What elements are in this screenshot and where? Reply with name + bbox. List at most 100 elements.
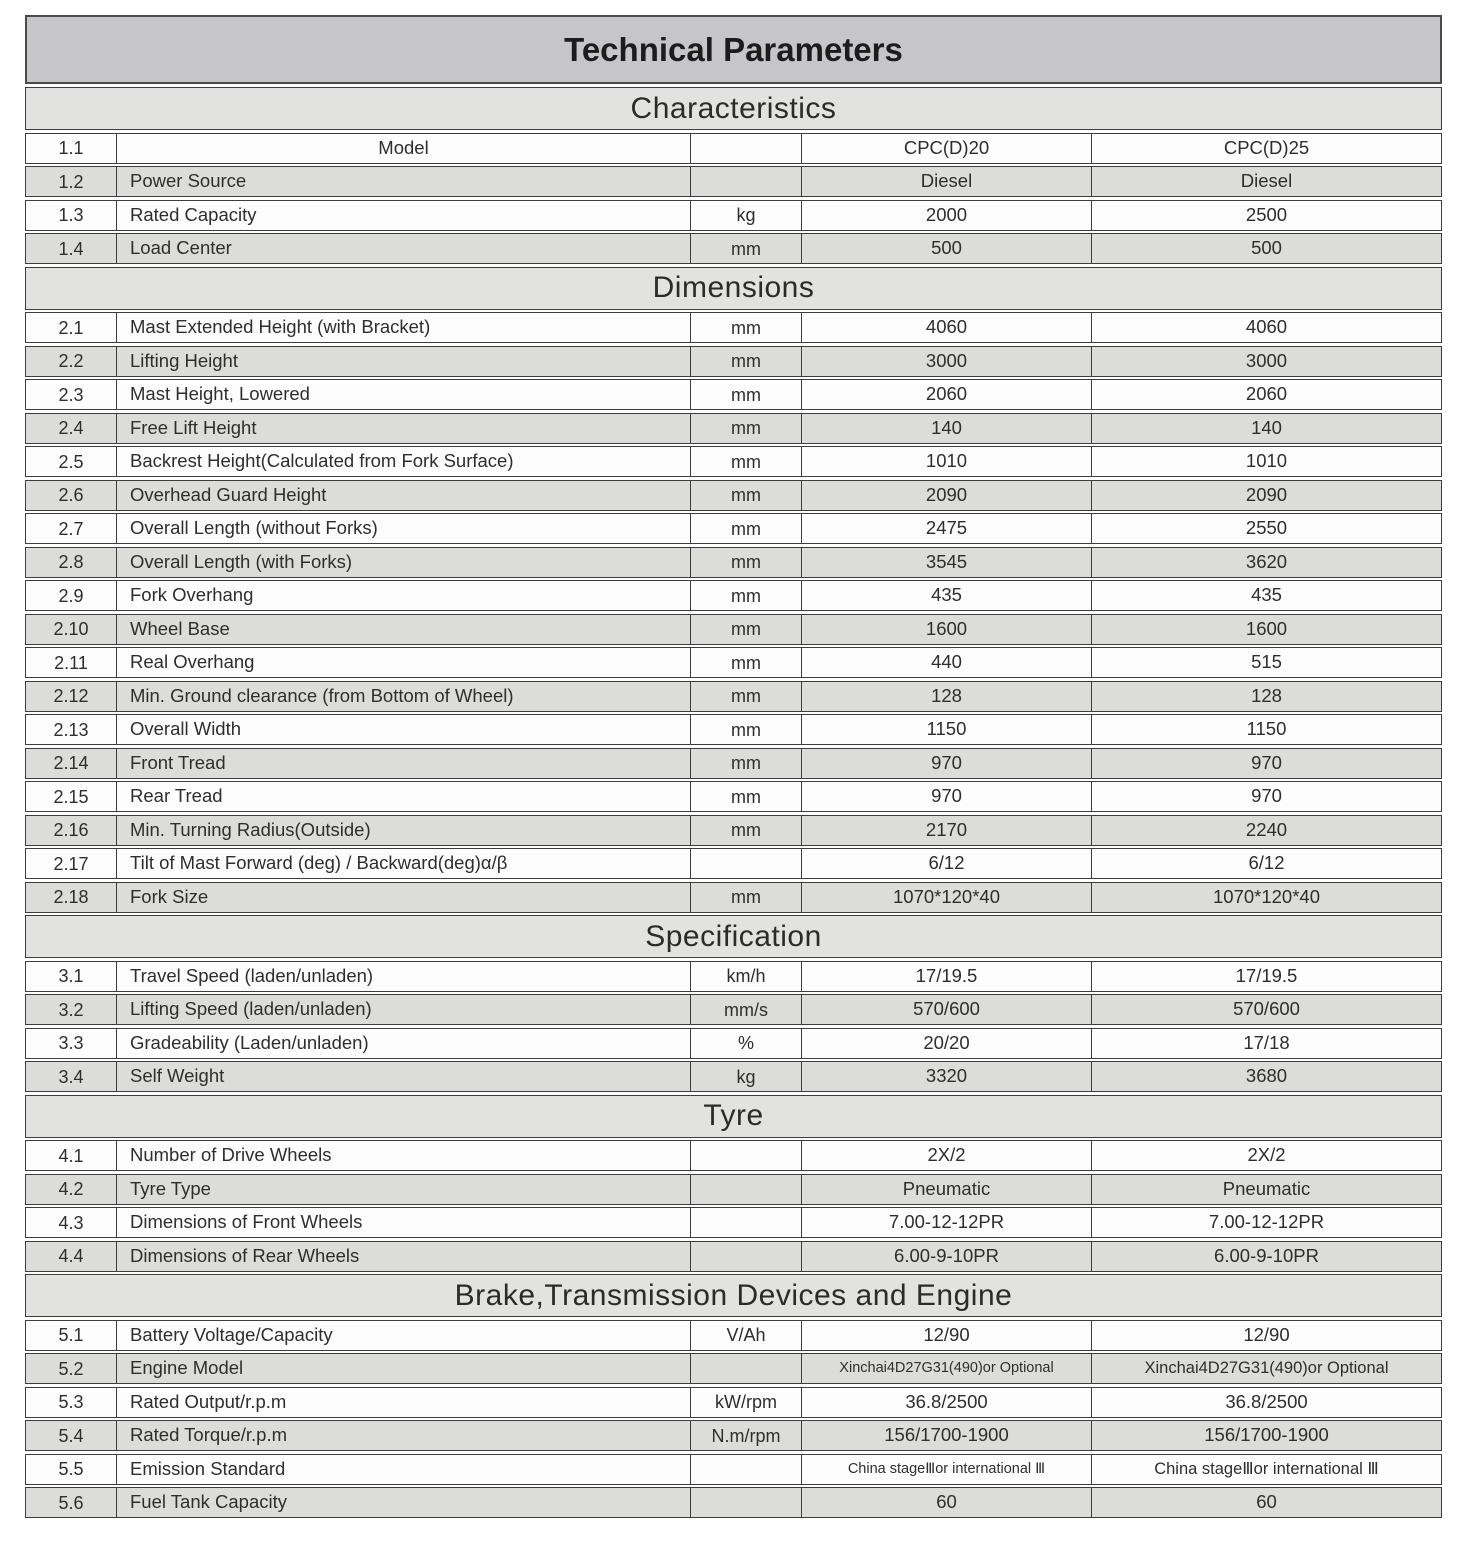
value-model-1: 1010 (801, 447, 1091, 476)
param-name: Tilt of Mast Forward (deg) / Backward(de… (116, 849, 690, 878)
value-model-1: Xinchai4D27G31(490)or Optional (801, 1354, 1091, 1383)
param-name: Gradeability (Laden/unladen) (116, 1028, 690, 1058)
table-row: 4.1 Number of Drive Wheels 2X/2 2X/2 (25, 1140, 1442, 1171)
value-model-1: 570/600 (801, 995, 1091, 1024)
value-model-1: 7.00-12-12PR (801, 1208, 1091, 1237)
value-model-2: Diesel (1091, 167, 1441, 196)
param-unit: mm (690, 782, 801, 811)
row-number: 2.2 (58, 351, 84, 371)
param-unit (690, 1354, 801, 1383)
param-unit: mm (690, 748, 801, 778)
value-model-1: 440 (801, 648, 1091, 677)
param-name: Rated Torque/r.p.m (116, 1421, 690, 1450)
value-model-2: 2240 (1091, 815, 1441, 845)
value-model-1: 1150 (801, 715, 1091, 744)
row-number: 5.3 (58, 1392, 84, 1412)
row-number: 2.8 (58, 552, 84, 572)
param-unit: mm (690, 413, 801, 443)
value-model-2: 1010 (1091, 447, 1441, 476)
table-row: 2.6 Overhead Guard Height mm 2090 2090 (25, 479, 1442, 511)
table-row: 1.2 Power Source Diesel Diesel (25, 166, 1442, 197)
row-number: 2.14 (53, 753, 89, 773)
value-model-1: 2060 (801, 380, 1091, 409)
param-name: Overhead Guard Height (116, 480, 690, 510)
table-row: 2.8 Overall Length (with Forks) mm 3545 3620 (25, 546, 1442, 578)
value-model-2: China stageⅢor international Ⅲ (1091, 1454, 1441, 1484)
param-name: Load Center (116, 234, 690, 263)
row-number: 3.1 (58, 966, 84, 986)
param-unit: kg (690, 1062, 801, 1091)
param-unit (690, 1454, 801, 1484)
table-row: 4.4 Dimensions of Rear Wheels 6.00-9-10PR 6… (25, 1240, 1442, 1272)
table-row: 2.18 Fork Size mm 1070*120*40 1070*120*40 (25, 881, 1442, 913)
param-name: Emission Standard (116, 1454, 690, 1484)
row-number: 2.12 (53, 686, 89, 706)
row-number: 3.3 (58, 1033, 84, 1053)
table-row: 2.1 Mast Extended Height (with Bracket) mm… (25, 312, 1442, 343)
param-name: Wheel Base (116, 614, 690, 644)
table-body: Characteristics 1.1 Model CPC(D)20 CPC(D)25 1… (25, 87, 1442, 1518)
table-row: 5.4 Rated Torque/r.p.m N.m/rpm 156/1700-190… (25, 1420, 1442, 1451)
value-model-1: 156/1700-1900 (801, 1421, 1091, 1450)
param-unit: mm (690, 234, 801, 263)
section-header: Brake,Transmission Devices and Engine (25, 1274, 1442, 1317)
value-model-2: 1150 (1091, 715, 1441, 744)
value-model-2: 17/19.5 (1091, 961, 1441, 991)
section-header: Tyre (25, 1094, 1442, 1138)
value-model-1: 1070*120*40 (801, 882, 1091, 912)
param-name: Rated Capacity (116, 200, 690, 230)
param-unit: mm (690, 346, 801, 376)
table-row: 2.2 Lifting Height mm 3000 3000 (25, 345, 1442, 377)
value-model-1: 6.00-9-10PR (801, 1241, 1091, 1271)
value-model-1: 17/19.5 (801, 961, 1091, 991)
value-model-2: 2060 (1091, 380, 1441, 409)
row-number: 3.4 (58, 1066, 84, 1087)
param-unit (690, 849, 801, 878)
row-number: 5.2 (58, 1358, 84, 1379)
value-model-2: Pneumatic (1091, 1174, 1441, 1204)
value-model-1: 500 (801, 234, 1091, 263)
value-model-2: 3680 (1091, 1062, 1441, 1091)
value-model-1: 435 (801, 581, 1091, 610)
param-name: Dimensions of Rear Wheels (116, 1241, 690, 1271)
param-unit: mm (690, 581, 801, 610)
param-unit: mm (690, 313, 801, 342)
row-number: 2.3 (58, 384, 84, 405)
section-header: Characteristics (25, 87, 1442, 130)
table-row: 1.3 Rated Capacity kg 2000 2500 (25, 199, 1442, 231)
value-model-2: 500 (1091, 234, 1441, 263)
value-model-2: 1600 (1091, 614, 1441, 644)
param-name: Power Source (116, 167, 690, 196)
param-name: Battery Voltage/Capacity (116, 1320, 690, 1350)
param-unit: % (690, 1028, 801, 1058)
table-row: 1.1 Model CPC(D)20 CPC(D)25 (25, 132, 1442, 164)
table-title: Technical Parameters (25, 15, 1442, 84)
value-model-1: 4060 (801, 313, 1091, 342)
value-model-2: 3620 (1091, 547, 1441, 577)
value-model-2: 970 (1091, 748, 1441, 778)
table-row: 2.13 Overall Width mm 1150 1150 (25, 714, 1442, 745)
param-unit: V/Ah (690, 1320, 801, 1350)
row-number: 2.7 (58, 518, 84, 539)
value-model-1: 3545 (801, 547, 1091, 577)
value-model-2: 2X/2 (1091, 1141, 1441, 1170)
value-model-2: 435 (1091, 581, 1441, 610)
param-name: Number of Drive Wheels (116, 1141, 690, 1170)
technical-parameters-table: Technical Parameters Characteristics 1.1 M… (25, 15, 1442, 1521)
param-name: Free Lift Height (116, 413, 690, 443)
row-number: 5.1 (58, 1325, 84, 1345)
table-row: 4.2 Tyre Type Pneumatic Pneumatic (25, 1173, 1442, 1205)
value-model-1: 60 (801, 1488, 1091, 1517)
param-name: Overall Width (116, 715, 690, 744)
value-model-2: 17/18 (1091, 1028, 1441, 1058)
param-name: Rated Output/r.p.m (116, 1387, 690, 1417)
row-number: 4.3 (58, 1212, 84, 1233)
param-unit (690, 1241, 801, 1271)
param-unit: mm (690, 882, 801, 912)
row-number: 2.18 (53, 887, 89, 907)
table-row: 5.6 Fuel Tank Capacity 60 60 (25, 1487, 1442, 1518)
row-number: 4.4 (58, 1246, 84, 1266)
param-unit: mm (690, 447, 801, 476)
table-row: 5.5 Emission Standard China stageⅢor inter… (25, 1453, 1442, 1485)
value-model-1: 2X/2 (801, 1141, 1091, 1170)
